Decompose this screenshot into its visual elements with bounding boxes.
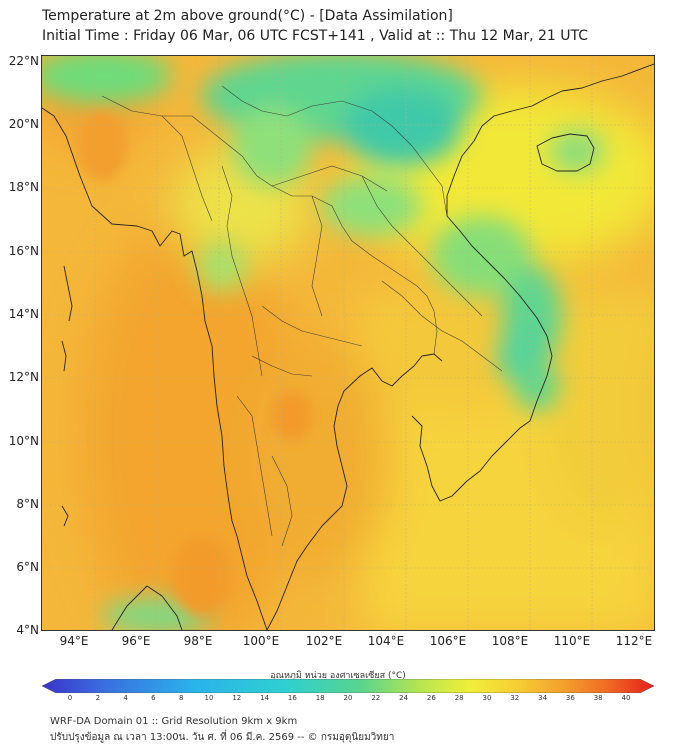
colorbar-tick-label: 10 (204, 694, 214, 702)
colorbar-tick-label: 4 (123, 694, 128, 702)
colorbar (42, 679, 654, 693)
map-canvas (42, 56, 654, 630)
lon-label-110e: 110°E (553, 634, 591, 648)
colorbar-tick-label: 32 (510, 694, 520, 702)
graticule (42, 56, 654, 630)
colorbar-tick-label: 28 (454, 694, 464, 702)
colorbar-tick-label: 26 (426, 694, 436, 702)
colorbar-gradient (42, 679, 654, 693)
colorbar-tick-label: 20 (343, 694, 353, 702)
colorbar-tick-label: 8 (178, 694, 184, 702)
borders (101, 85, 503, 547)
colorbar-tick-label: 30 (482, 694, 492, 702)
lat-label-12n: 12°N (8, 370, 39, 384)
lat-label-22n: 22°N (8, 54, 39, 68)
colorbar-tick-label: 16 (287, 694, 297, 702)
warm-spots (77, 111, 312, 616)
colorbar-tick-label: 14 (260, 694, 270, 702)
colorbar-tick-label: 34 (538, 694, 548, 702)
lat-label-8n: 8°N (16, 497, 39, 511)
lat-label-6n: 6°N (16, 560, 39, 574)
lat-label-16n: 16°N (8, 244, 39, 258)
colorbar-title: อุณหภูมิ หน่วย องศาเซลเซียส (°C) (270, 671, 406, 681)
coastlines (42, 63, 654, 630)
colorbar-tick-label: 0 (67, 694, 73, 702)
colorbar-tick-label: 40 (621, 694, 631, 702)
lat-label-10n: 10°N (8, 434, 39, 448)
temperature-map (41, 55, 655, 631)
lon-label-112e: 112°E (615, 634, 653, 648)
lat-label-14n: 14°N (8, 307, 39, 321)
lon-label-102e: 102°E (305, 634, 343, 648)
colorbar-tick-label: 36 (565, 694, 575, 702)
lat-label-4n: 4°N (16, 623, 39, 637)
colorbar-tick-label: 22 (371, 694, 381, 702)
lon-label-106e: 106°E (429, 634, 467, 648)
title-line-2: Initial Time : Friday 06 Mar, 06 UTC FCS… (42, 28, 588, 44)
lat-label-20n: 20°N (8, 117, 39, 131)
lon-label-104e: 104°E (367, 634, 405, 648)
lon-label-94e: 94°E (59, 634, 89, 648)
colorbar-tick-label: 24 (399, 694, 409, 702)
title-line-1: Temperature at 2m above ground(°C) - [Da… (42, 8, 453, 24)
colorbar-tick-label: 18 (315, 694, 325, 702)
lon-label-108e: 108°E (491, 634, 529, 648)
chart-title: Temperature at 2m above ground(°C) - [Da… (42, 6, 588, 46)
lon-label-100e: 100°E (242, 634, 280, 648)
lat-label-18n: 18°N (8, 180, 39, 194)
colorbar-tick-label: 38 (593, 694, 603, 702)
lon-label-96e: 96°E (121, 634, 151, 648)
colorbar-tick-label: 6 (151, 694, 156, 702)
lon-label-98e: 98°E (183, 634, 213, 648)
footer-update-info: ปรับปรุงข้อมูล ณ เวลา 13:00น. วัน ศ. ที่… (50, 732, 395, 743)
colorbar-tick-label: 2 (95, 694, 101, 702)
colorbar-tick-label: 12 (232, 694, 242, 702)
footer-model-info: WRF-DA Domain 01 :: Grid Resolution 9km … (50, 716, 298, 727)
